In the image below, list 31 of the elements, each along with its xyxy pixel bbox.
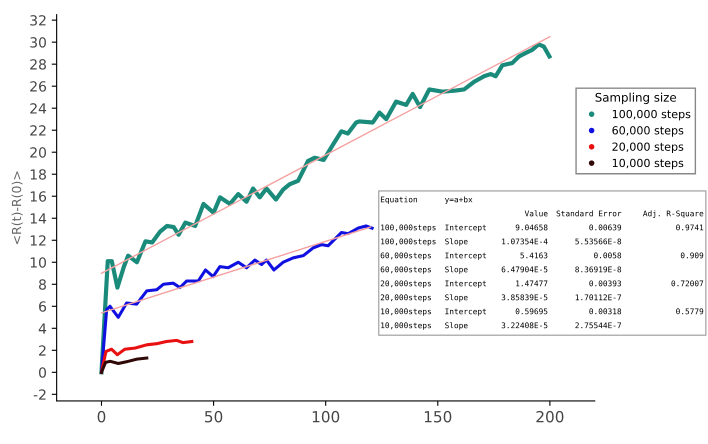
y-tick-label: 28 [30,59,46,70]
legend-title: Sampling size [596,92,676,104]
x-tick-label: 50 [205,410,222,422]
y-tick-label: 10 [30,257,46,268]
legend-label: 10,000 steps [612,158,684,170]
legend-label: 100,000 steps [612,110,690,120]
y-tick-label: 6 [39,301,46,312]
y-tick-label: 20 [30,147,46,158]
y-axis-title: <R(t)-R(0)> [12,172,23,244]
y-tick-label: 18 [30,169,46,180]
y-tick-label: 2 [39,345,46,356]
y-tick-label: 4 [38,323,46,334]
x-tick-label: 0 [98,410,106,422]
y-tick-label: -2 [34,389,46,400]
y-tick-label: 30 [30,37,46,48]
y-tick-label: 22 [30,125,46,136]
y-tick-label: 16 [30,191,46,202]
line-series [100,356,148,374]
y-tick-label: 0 [38,367,46,378]
y-tick-label: 14 [30,213,46,224]
y-tick-label: 32 [30,15,46,26]
x-tick-label: 150 [424,410,452,422]
y-tick-label: 8 [39,279,46,290]
line-series [100,338,194,374]
legend-label: 60,000 steps [612,126,684,137]
y-tick-label: 26 [30,81,46,92]
y-tick-label: 12 [30,235,46,246]
y-tick-label: 24 [30,103,46,114]
x-tick-label: 200 [536,410,564,422]
x-tick-label: 100 [312,410,340,422]
legend-label: 20,000 steps [612,142,684,153]
